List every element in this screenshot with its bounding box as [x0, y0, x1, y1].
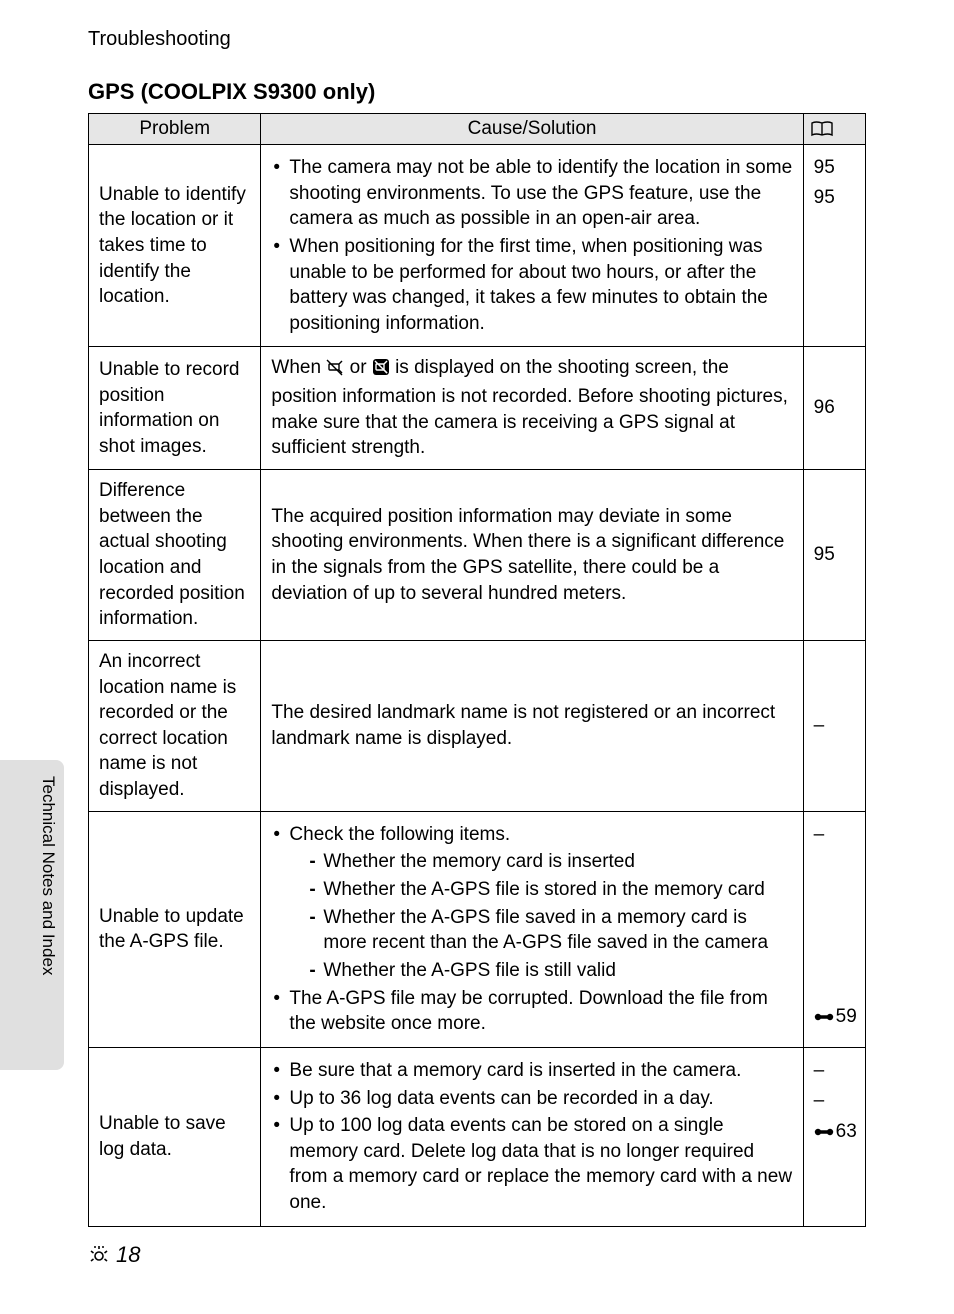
table-row: An incorrect location name is recorded o… [89, 640, 866, 811]
ref-cell: – – 63 [803, 1047, 865, 1226]
table-row: Difference between the actual shooting l… [89, 470, 866, 641]
sun-icon [88, 1244, 110, 1266]
cause-cell: The acquired position information may de… [261, 470, 803, 641]
ref-cell: 95 95 [803, 145, 865, 347]
cause-cell: The camera may not be able to identify t… [261, 145, 803, 347]
ref-number: 59 [836, 1002, 857, 1032]
dash-item: Whether the memory card is inserted [307, 849, 792, 875]
ref-value [814, 850, 855, 880]
page: Troubleshooting GPS (COOLPIX S9300 only)… [0, 0, 954, 1314]
ref-value: 96 [814, 395, 855, 421]
cause-cell: When or is displayed on the shooting scr… [261, 347, 803, 470]
bullet-item: Check the following items. Whether the m… [271, 822, 792, 984]
bullet-item: Up to 36 log data events can be recorded… [271, 1086, 792, 1112]
ref-value [814, 941, 855, 971]
bullet-item: Be sure that a memory card is inserted i… [271, 1058, 792, 1084]
link-icon [814, 1011, 834, 1023]
problem-cell: Unable to identify the location or it ta… [89, 145, 261, 347]
bullet-item: The camera may not be able to identify t… [271, 155, 792, 232]
problem-cell: Unable to save log data. [89, 1047, 261, 1226]
side-label: Technical Notes and Index [38, 776, 58, 975]
bullet-text: Check the following items. [289, 824, 510, 845]
problem-cell: Difference between the actual shooting l… [89, 470, 261, 641]
ref-cell: 96 [803, 347, 865, 470]
bullet-item: Up to 100 log data events can be stored … [271, 1113, 792, 1216]
bullet-item: When positioning for the first time, whe… [271, 234, 792, 337]
book-icon [810, 121, 859, 137]
ref-value [814, 972, 855, 1002]
ref-value: 59 [814, 1002, 857, 1032]
ref-value: – [814, 1056, 855, 1086]
ref-value [814, 911, 855, 941]
ref-value [814, 881, 855, 911]
table-row: Unable to update the A-GPS file. Check t… [89, 811, 866, 1047]
dash-item: Whether the A-GPS file is still valid [307, 958, 792, 984]
ref-value: – [814, 713, 855, 739]
ref-cell: – [803, 640, 865, 811]
table-row: Unable to save log data. Be sure that a … [89, 1047, 866, 1226]
table-header-row: Problem Cause/Solution [89, 114, 866, 145]
page-number-text: 18 [116, 1242, 140, 1268]
ref-value: 95 [814, 153, 855, 183]
col-header-cause: Cause/Solution [261, 114, 803, 145]
dash-item: Whether the A-GPS file saved in a memory… [307, 905, 792, 956]
cause-cell: Be sure that a memory card is inserted i… [261, 1047, 803, 1226]
breadcrumb: Troubleshooting [88, 28, 866, 51]
text-fragment: When [271, 357, 326, 378]
text-fragment: or [344, 357, 371, 378]
bullet-item: The A-GPS file may be corrupted. Downloa… [271, 986, 792, 1037]
gps-no-signal-icon [326, 358, 344, 384]
table-row: Unable to record position information on… [89, 347, 866, 470]
table-row: Unable to identify the location or it ta… [89, 145, 866, 347]
gps-off-icon [372, 358, 390, 384]
cause-cell: The desired landmark name is not registe… [261, 640, 803, 811]
ref-value: 95 [814, 542, 855, 568]
ref-number: 63 [836, 1117, 857, 1147]
ref-cell: – 59 [803, 811, 865, 1047]
problem-cell: Unable to update the A-GPS file. [89, 811, 261, 1047]
ref-value: – [814, 820, 855, 850]
ref-value: – [814, 1086, 855, 1116]
col-header-ref [803, 114, 865, 145]
dash-item: Whether the A-GPS file is stored in the … [307, 877, 792, 903]
ref-cell: 95 [803, 470, 865, 641]
problem-cell: Unable to record position information on… [89, 347, 261, 470]
section-title: GPS (COOLPIX S9300 only) [88, 79, 866, 105]
cause-cell: Check the following items. Whether the m… [261, 811, 803, 1047]
ref-value: 95 [814, 183, 855, 213]
link-icon [814, 1126, 834, 1138]
troubleshooting-table: Problem Cause/Solution Unable to identif… [88, 113, 866, 1227]
ref-value: 63 [814, 1117, 857, 1147]
page-number: 18 [88, 1242, 140, 1268]
col-header-problem: Problem [89, 114, 261, 145]
problem-cell: An incorrect location name is recorded o… [89, 640, 261, 811]
